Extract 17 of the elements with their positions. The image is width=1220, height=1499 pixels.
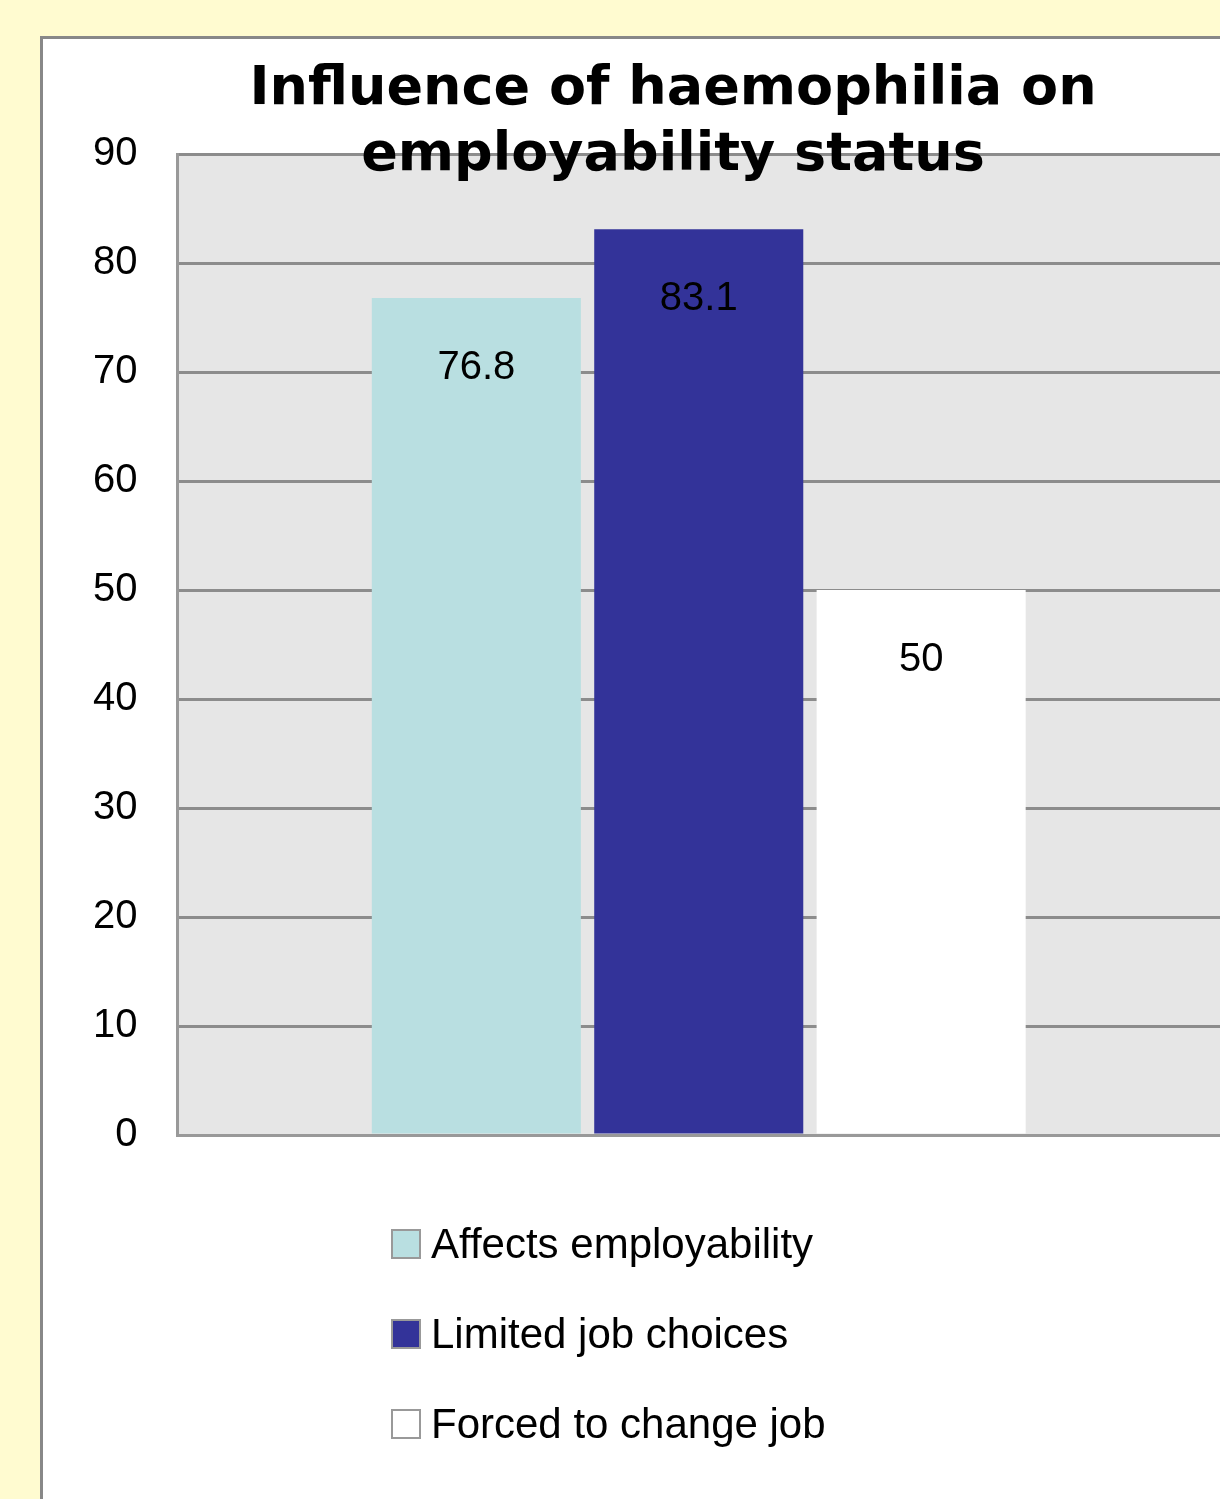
legend-label: Affects employability [431,1220,814,1268]
y-tick-label: 30 [92,783,138,828]
y-tick-label: 80 [92,238,138,283]
legend-label: Forced to change job [431,1400,826,1448]
y-tick-label: 50 [92,565,138,610]
chart-title: Influence of haemophilia on employability status [248,53,1098,185]
y-tick-label: 40 [92,674,138,719]
y-tick-label: 90 [92,129,138,174]
legend-label: Limited job choices [431,1310,789,1358]
y-tick-label: 10 [92,1001,138,1046]
y-tick-label: 20 [92,892,138,937]
data-label: 83.1 [659,274,738,319]
data-label: 76.8 [437,342,516,387]
y-tick-label: 60 [92,456,138,501]
y-tick-label: 0 [115,1110,138,1155]
y-tick-label: 70 [92,347,138,392]
data-label: 50 [898,635,944,680]
